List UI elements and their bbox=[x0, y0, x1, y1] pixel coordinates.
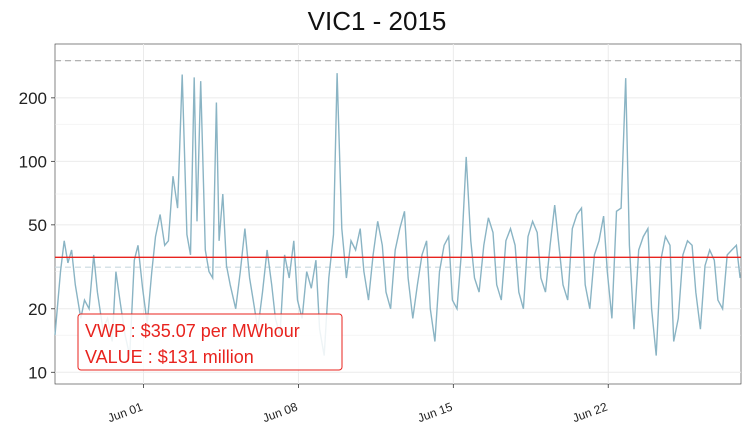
reference-lines bbox=[55, 60, 741, 268]
x-tick-label: Jun 01 bbox=[106, 400, 145, 426]
y-tick-label: 10 bbox=[28, 363, 47, 382]
x-tick-label: Jun 15 bbox=[416, 400, 455, 426]
price-series-line bbox=[54, 73, 741, 356]
x-axis: Jun 01 Jun 08 Jun 15 Jun 22 bbox=[106, 384, 610, 425]
x-tick-label: Jun 22 bbox=[571, 400, 610, 426]
y-tick-label: 50 bbox=[28, 216, 47, 235]
annotation-vwp-text: VWP : $35.07 per MWhour bbox=[85, 321, 300, 341]
y-axis: 10 20 50 100 200 bbox=[19, 89, 55, 382]
annotation-box bbox=[77, 313, 343, 371]
y-tick-label: 200 bbox=[19, 89, 47, 108]
y-tick-label: 100 bbox=[19, 152, 47, 171]
chart-title: VIC1 - 2015 bbox=[307, 6, 447, 36]
annotation-value-text: VALUE : $131 million bbox=[85, 347, 254, 367]
y-tick-label: 20 bbox=[28, 300, 47, 319]
x-tick-label: Jun 08 bbox=[261, 400, 300, 426]
